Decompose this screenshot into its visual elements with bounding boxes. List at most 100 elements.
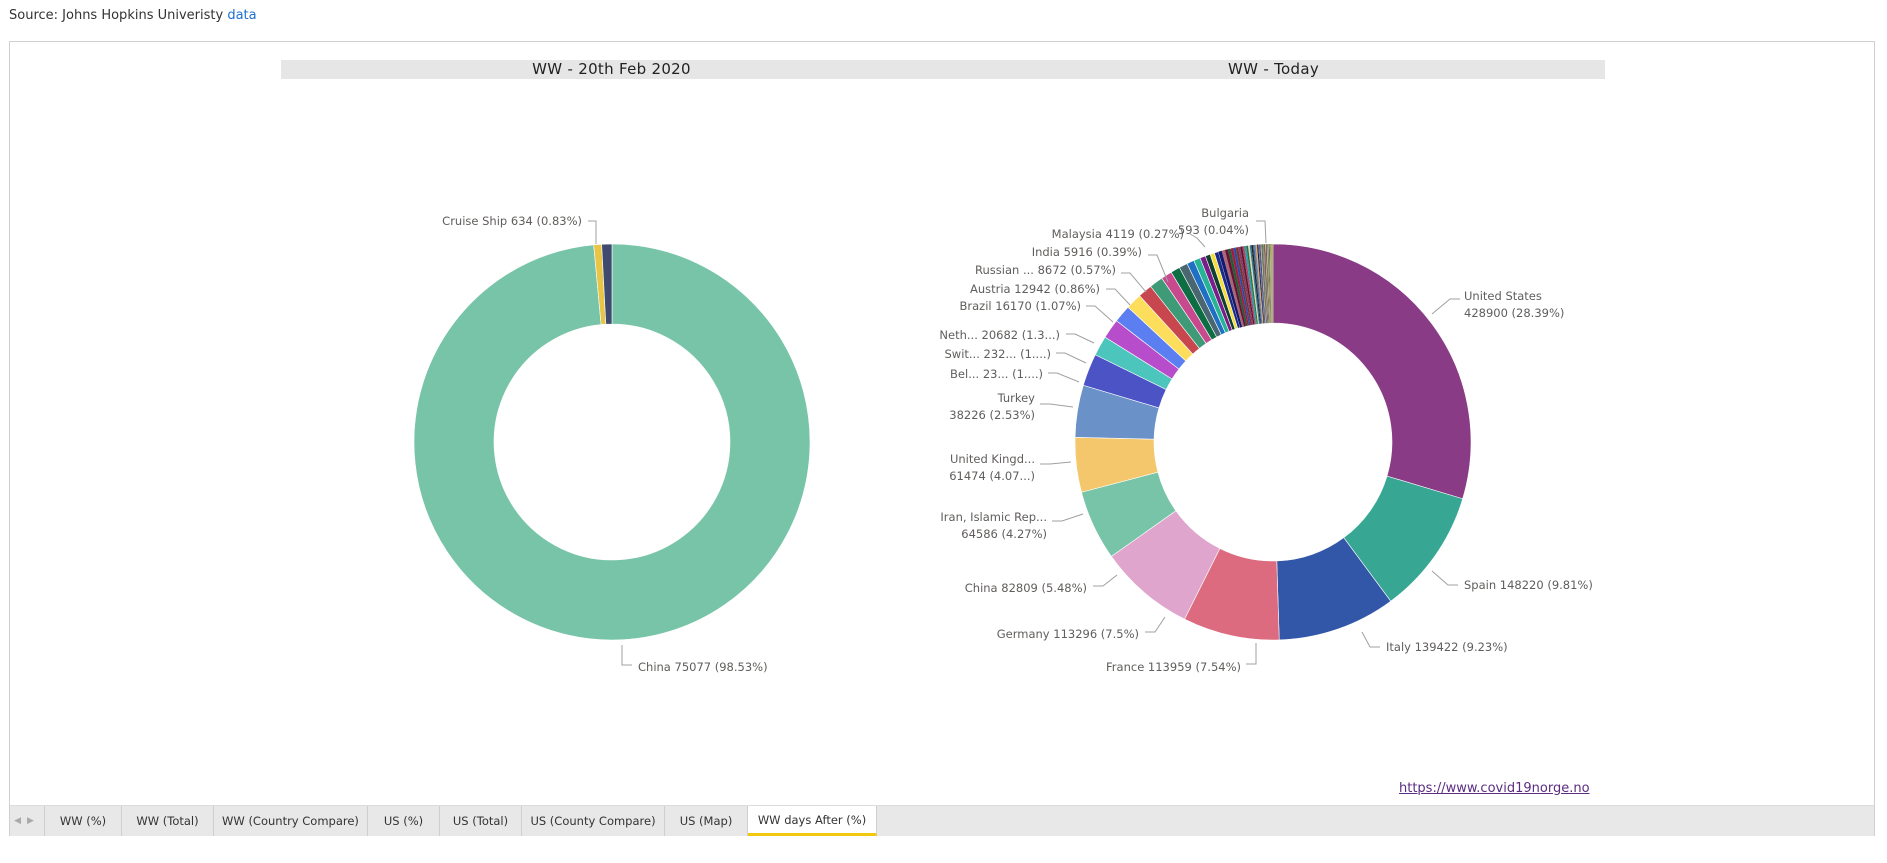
data-label-france: France 113959 (7.54%) xyxy=(1106,660,1241,674)
data-label-turkey: 38226 (2.53%) xyxy=(949,408,1035,422)
leader-line xyxy=(1066,333,1095,344)
tab-us-county-compare[interactable]: US (County Compare) xyxy=(522,806,665,836)
leader-line xyxy=(1052,513,1084,522)
tab-us-total[interactable]: US (Total) xyxy=(440,806,522,836)
leader-line xyxy=(1121,272,1147,293)
slice-peach-slice[interactable] xyxy=(1266,244,1270,324)
data-label-russian: Russian ... 8672 (0.57%) xyxy=(975,263,1116,277)
leader-line xyxy=(1256,220,1267,244)
slice-lime-slice[interactable] xyxy=(1265,244,1269,324)
data-label-china: China 82809 (5.48%) xyxy=(965,581,1087,595)
data-label-bulgaria: 593 (0.04%) xyxy=(1178,223,1249,237)
data-label-bel: Bel... 23... (1....) xyxy=(950,367,1043,381)
page-tab-bar: ◀▶ WW (%) WW (Total) WW (Country Compare… xyxy=(10,805,1874,836)
data-label-india: India 5916 (0.39%) xyxy=(1032,245,1142,259)
slice-plum-slice[interactable] xyxy=(1237,246,1254,325)
slice-teal2-slice[interactable] xyxy=(1249,245,1260,324)
slice-blue-slice[interactable] xyxy=(1233,247,1251,326)
leader-line xyxy=(1106,288,1131,306)
leader-line xyxy=(1056,352,1087,364)
slice-dark-red-slice[interactable] xyxy=(1224,249,1246,327)
data-label-turkey: Turkey xyxy=(997,391,1036,405)
data-label-china: China 75077 (98.53%) xyxy=(638,660,768,674)
source-text: Source: Johns Hopkins Univeristy xyxy=(9,8,224,23)
leader-line xyxy=(1086,305,1114,323)
leader-line xyxy=(1148,254,1169,283)
leader-line xyxy=(1431,298,1460,315)
slice-lilac-slice[interactable] xyxy=(1269,244,1272,324)
data-label-germany: Germany 113296 (7.5%) xyxy=(997,627,1139,641)
slice-tail-slice[interactable] xyxy=(1270,244,1273,324)
tab-nav-arrows[interactable]: ◀▶ xyxy=(10,806,45,836)
slice-black-slice[interactable] xyxy=(1251,245,1261,324)
slice-mauve-slice[interactable] xyxy=(1221,249,1245,328)
source-note: Source: Johns Hopkins Univeristy data xyxy=(9,8,257,23)
slice-olive-slice[interactable] xyxy=(1246,245,1258,325)
leader-line xyxy=(1048,372,1080,383)
slice-united-states[interactable] xyxy=(1272,243,1472,500)
data-label-iran-islamic-rep: Iran, Islamic Rep... xyxy=(940,510,1047,524)
slice-dusk-slice[interactable] xyxy=(1261,244,1267,324)
slice-forest-slice[interactable] xyxy=(1268,244,1271,324)
chart-header-left: WW - 20th Feb 2020 xyxy=(281,60,942,79)
slice-moss-slice[interactable] xyxy=(1262,244,1268,324)
slice-slate2-slice[interactable] xyxy=(1267,244,1271,324)
tab-ww-total[interactable]: WW (Total) xyxy=(122,806,214,836)
slice-rose-slice[interactable] xyxy=(1242,246,1256,325)
slice-china[interactable] xyxy=(413,243,811,641)
prev-page-icon[interactable]: ◀ xyxy=(14,816,27,826)
slice-navy-slice[interactable] xyxy=(1213,251,1241,329)
data-label-malaysia: Malaysia 4119 (0.27%) xyxy=(1052,227,1184,241)
leader-line xyxy=(1093,574,1118,587)
leader-line xyxy=(1246,643,1257,665)
slice-dark-green-slice[interactable] xyxy=(1227,248,1248,327)
source-data-link[interactable]: data xyxy=(227,8,257,23)
slice-crimson-slice[interactable] xyxy=(1230,248,1250,326)
slice-brown-slice[interactable] xyxy=(1235,247,1252,326)
data-label-brazil: Brazil 16170 (1.07%) xyxy=(960,299,1082,313)
tab-ww-percent[interactable]: WW (%) xyxy=(45,806,122,836)
data-label-iran-islamic-rep: 64586 (4.27%) xyxy=(961,527,1047,541)
data-label-swit: Swit... 232... (1....) xyxy=(944,347,1051,361)
slice-malaysia[interactable] xyxy=(1218,250,1243,328)
slice-orange-slice[interactable] xyxy=(1255,244,1264,324)
tab-us-percent[interactable]: US (%) xyxy=(368,806,440,836)
data-label-austria: Austria 12942 (0.86%) xyxy=(970,282,1100,296)
leader-line xyxy=(1040,403,1074,408)
slice-charcoal-slice[interactable] xyxy=(1265,244,1270,324)
slice-wine-slice[interactable] xyxy=(1264,244,1269,324)
covid19norge-link[interactable]: https://www.covid19norge.no xyxy=(1399,781,1590,796)
leader-line xyxy=(1361,631,1380,648)
slice-light-slice[interactable] xyxy=(1248,245,1260,324)
slice-ink-slice[interactable] xyxy=(1256,244,1265,324)
leader-line xyxy=(1189,233,1206,248)
slice-stone-slice[interactable] xyxy=(1263,244,1268,324)
slice-sky-slice[interactable] xyxy=(1254,244,1263,324)
slice-cruise-ship[interactable] xyxy=(601,243,613,325)
donut-chart-today[interactable] xyxy=(1074,243,1472,641)
tab-us-map[interactable]: US (Map) xyxy=(665,806,748,836)
leader-line xyxy=(1145,616,1166,633)
leader-line xyxy=(588,220,597,244)
slice-indigo-slice[interactable] xyxy=(1259,244,1266,324)
slice-steel-slice[interactable] xyxy=(1258,244,1265,324)
slice-cyan-slice[interactable] xyxy=(1244,245,1257,325)
slice-gold-slice[interactable] xyxy=(1268,244,1271,324)
report-canvas xyxy=(9,41,1875,836)
data-label-united-kingd: United Kingd... xyxy=(950,452,1035,466)
data-label-neth: Neth... 20682 (1.3...) xyxy=(939,328,1060,342)
slice-grey-slice[interactable] xyxy=(1252,244,1262,324)
data-label-united-states: United States xyxy=(1464,289,1542,303)
next-page-icon[interactable]: ▶ xyxy=(27,816,40,826)
tab-ww-country-compare[interactable]: WW (Country Compare) xyxy=(214,806,368,836)
tab-ww-days-after-percent[interactable]: WW days After (%) xyxy=(748,806,877,836)
slice-maroon-slice[interactable] xyxy=(1240,246,1255,325)
donut-chart-feb-2020[interactable] xyxy=(413,243,811,641)
data-label-italy: Italy 139422 (9.23%) xyxy=(1386,640,1508,654)
leader-line xyxy=(621,645,632,666)
slice-sand-slice[interactable] xyxy=(1260,244,1267,324)
data-label-spain: Spain 148220 (9.81%) xyxy=(1464,578,1593,592)
data-labels: Cruise Ship 634 (0.83%) China 75077 (98.5… xyxy=(442,206,1593,674)
slice-bulgaria[interactable] xyxy=(1269,244,1272,324)
